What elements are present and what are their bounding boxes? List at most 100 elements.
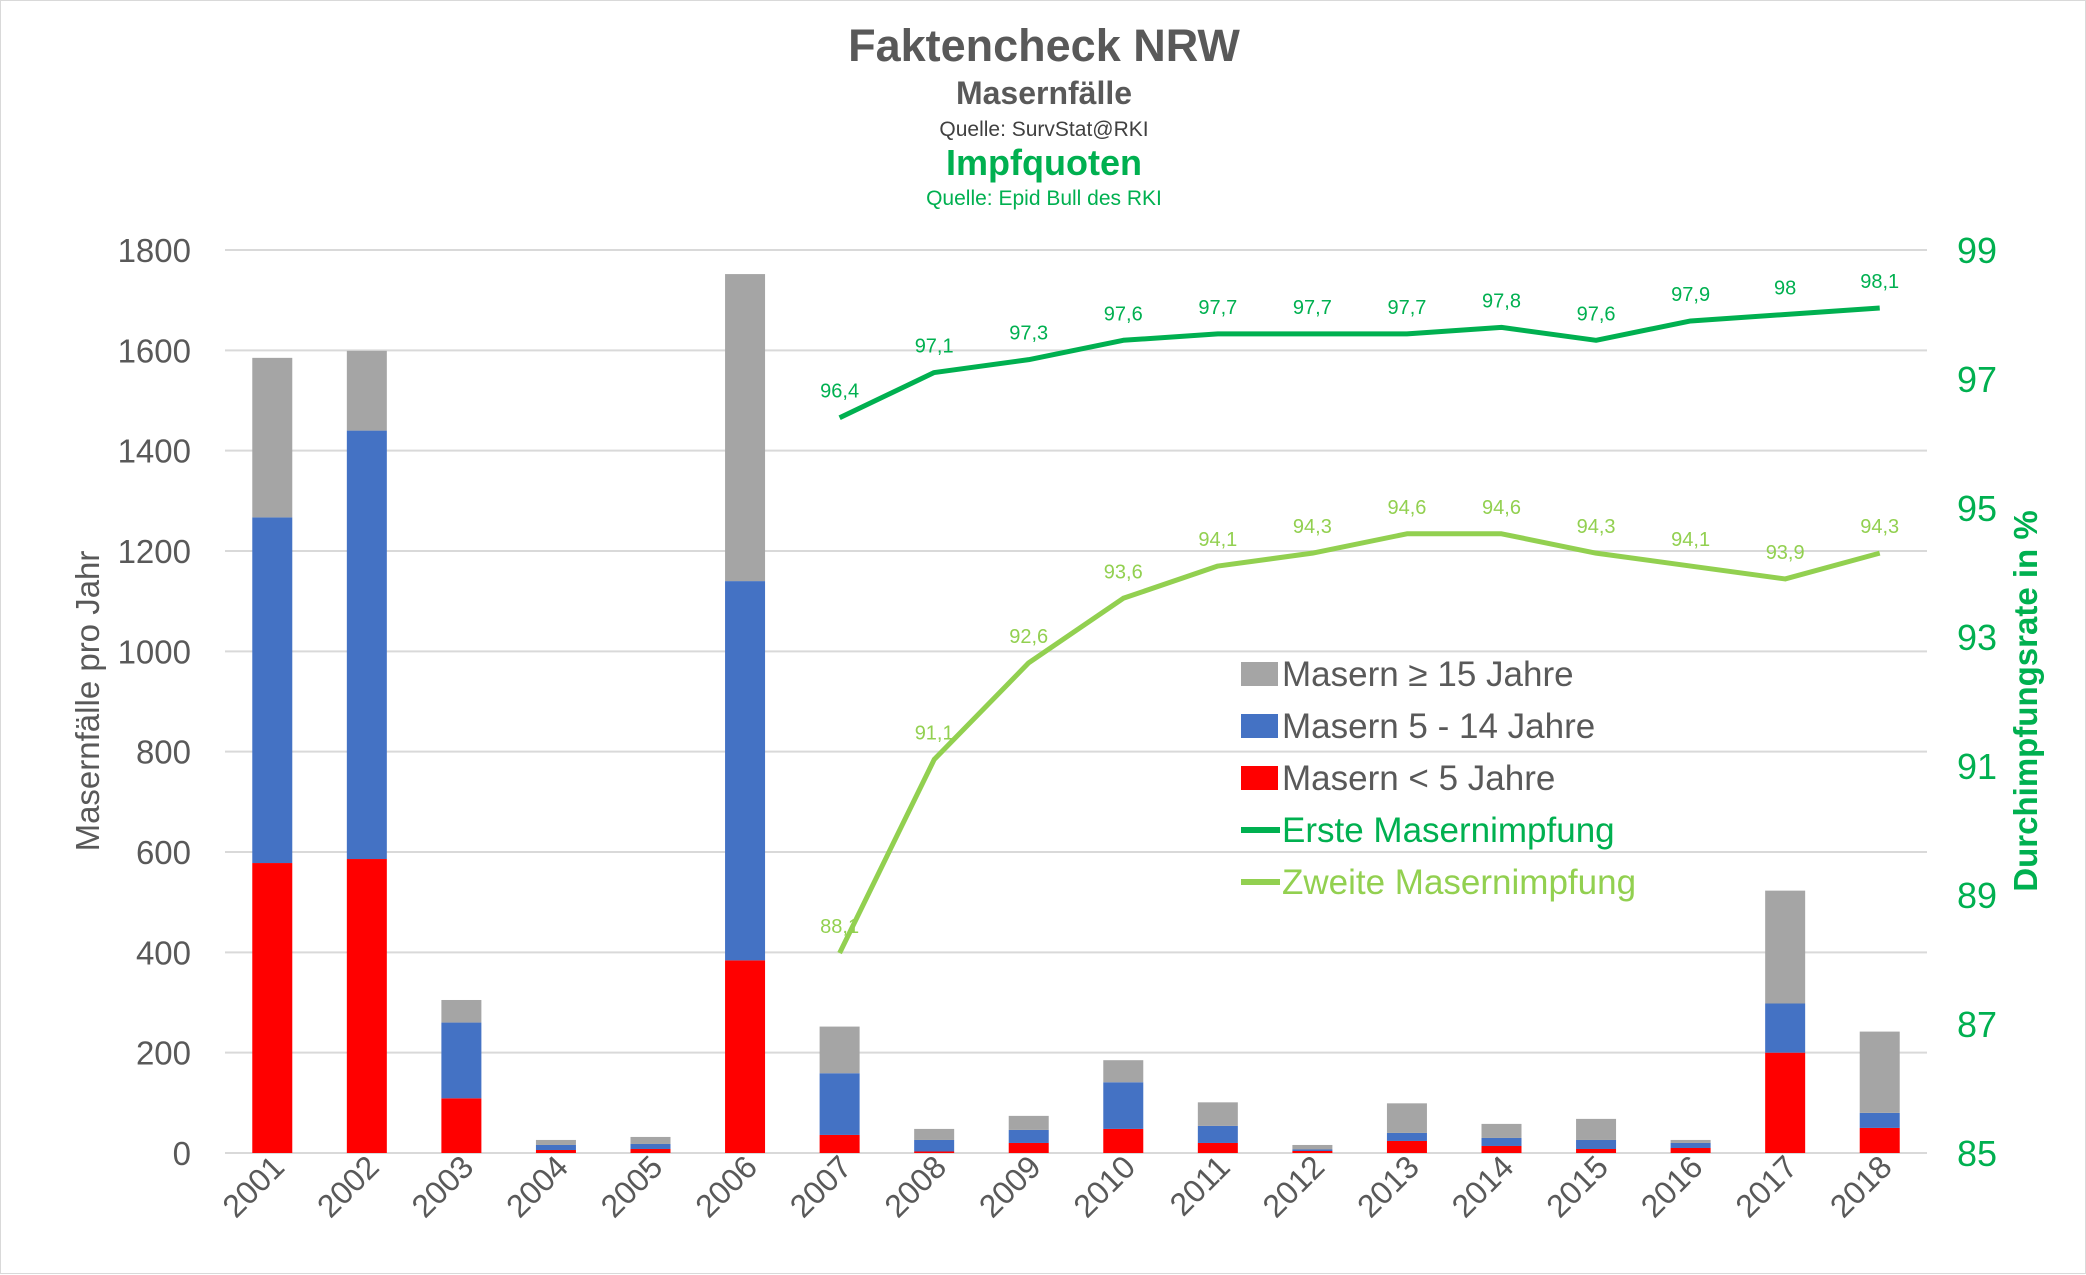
bar-segment — [441, 1023, 481, 1099]
x-tick-label: 2001 — [215, 1148, 291, 1224]
bar-segment — [631, 1137, 671, 1144]
bar-segment — [1292, 1149, 1332, 1151]
data-label: 94,6 — [1387, 497, 1426, 519]
bar-segment — [631, 1144, 671, 1149]
bar-segment — [1387, 1103, 1427, 1133]
bar-segment — [1103, 1060, 1143, 1082]
y-tick-label: 1800 — [118, 232, 191, 269]
bar-segment — [725, 960, 765, 1153]
y-tick-label: 600 — [136, 834, 191, 871]
x-tick-label: 2003 — [405, 1148, 481, 1224]
bar-segment — [252, 863, 292, 1153]
legend-label: Erste Masernimpfung — [1282, 811, 1615, 850]
bar-segment — [1198, 1126, 1238, 1143]
y2-tick-label: 97 — [1957, 359, 1997, 400]
line-erste-masernimpfung — [840, 308, 1880, 418]
data-label: 97,3 — [1009, 323, 1048, 345]
y-tick-label: 1200 — [118, 533, 191, 570]
legend-swatch — [1241, 662, 1278, 686]
y-tick-label: 0 — [173, 1135, 191, 1172]
x-tick-label: 2015 — [1539, 1148, 1615, 1224]
bar-segment — [1387, 1133, 1427, 1141]
bar-segment — [1009, 1143, 1049, 1153]
bar-segment — [252, 358, 292, 518]
x-tick-label: 2017 — [1728, 1148, 1804, 1224]
x-tick-label: 2012 — [1256, 1148, 1332, 1224]
data-label: 93,9 — [1766, 542, 1805, 564]
y2-tick-label: 89 — [1957, 875, 1997, 916]
bar-segment — [1103, 1082, 1143, 1129]
bar-segment — [725, 581, 765, 960]
bar-segment — [1198, 1102, 1238, 1126]
y2-axis-title: Durchimpfungsrate in % — [2007, 510, 2044, 891]
bar-segment — [1009, 1130, 1049, 1143]
bar-segment — [1860, 1113, 1900, 1128]
bar-segment — [820, 1073, 860, 1135]
x-tick-label: 2006 — [688, 1148, 764, 1224]
y-tick-label: 400 — [136, 934, 191, 971]
bar-segment — [1765, 1053, 1805, 1153]
y2-tick-label: 85 — [1957, 1133, 1997, 1174]
subtitle-vaccination: Impfquoten — [946, 142, 1142, 183]
bar-segment — [1198, 1143, 1238, 1153]
subtitle-cases: Masernfälle — [956, 75, 1132, 111]
data-label: 97,7 — [1293, 297, 1332, 319]
bar-segment — [1671, 1140, 1711, 1143]
x-tick-label: 2008 — [877, 1148, 953, 1224]
bar-segment — [1576, 1140, 1616, 1149]
x-tick-label: 2016 — [1634, 1148, 1710, 1224]
bar-segment — [1292, 1145, 1332, 1150]
data-label: 97,9 — [1671, 284, 1710, 306]
bar-segment — [1860, 1128, 1900, 1153]
y2-tick-label: 91 — [1957, 746, 1997, 787]
data-label: 94,1 — [1198, 529, 1237, 551]
source-cases: Quelle: SurvStat@RKI — [939, 118, 1148, 141]
bar-segment — [914, 1140, 954, 1152]
data-label: 94,6 — [1482, 497, 1521, 519]
data-label: 98,1 — [1860, 271, 1899, 293]
data-label: 97,7 — [1198, 297, 1237, 319]
bar-segment — [1482, 1138, 1522, 1146]
y-tick-label: 1400 — [118, 433, 191, 470]
data-label: 94,1 — [1671, 529, 1710, 551]
y-tick-label: 1600 — [118, 332, 191, 369]
x-tick-label: 2002 — [310, 1148, 386, 1224]
bar-segment — [441, 1098, 481, 1153]
bar-segment — [1482, 1146, 1522, 1153]
legend-label: Masern 5 - 14 Jahre — [1282, 707, 1595, 746]
bar-segment — [820, 1135, 860, 1153]
x-tick-label: 2014 — [1445, 1148, 1521, 1224]
data-label: 97,8 — [1482, 290, 1521, 312]
legend-swatch — [1241, 766, 1278, 790]
bar-segment — [725, 274, 765, 581]
bar-segment — [1671, 1143, 1711, 1148]
legend-label: Masern < 5 Jahre — [1282, 759, 1555, 798]
data-label: 94,3 — [1577, 516, 1616, 538]
x-tick-label: 2010 — [1066, 1148, 1142, 1224]
bar-segment — [1576, 1149, 1616, 1153]
x-tick-label: 2011 — [1163, 1148, 1237, 1222]
legend-label: Zweite Masernimpfung — [1282, 863, 1636, 902]
bar-segment — [252, 517, 292, 863]
bar-segment — [441, 1000, 481, 1023]
bar-segment — [347, 859, 387, 1153]
source-vaccination: Quelle: Epid Bull des RKI — [926, 187, 1162, 210]
y-axis-title: Masernfälle pro Jahr — [69, 551, 106, 852]
data-label: 97,6 — [1577, 303, 1616, 325]
bar-segment — [536, 1145, 576, 1150]
y-tick-label: 1000 — [118, 633, 191, 670]
bar-segment — [1765, 1004, 1805, 1053]
x-tick-label: 2013 — [1350, 1148, 1426, 1224]
bar-segment — [1860, 1032, 1900, 1113]
bar-segment — [1009, 1116, 1049, 1130]
bar-segment — [536, 1140, 576, 1145]
y2-tick-label: 95 — [1957, 488, 1997, 529]
y2-tick-label: 99 — [1957, 230, 1997, 271]
bar-segment — [536, 1150, 576, 1153]
bar-segment — [914, 1151, 954, 1153]
chart-title: Faktencheck NRW — [848, 20, 1240, 71]
y2-tick-label: 87 — [1957, 1004, 1997, 1045]
bar-segment — [1671, 1148, 1711, 1153]
bar-segment — [1292, 1151, 1332, 1153]
